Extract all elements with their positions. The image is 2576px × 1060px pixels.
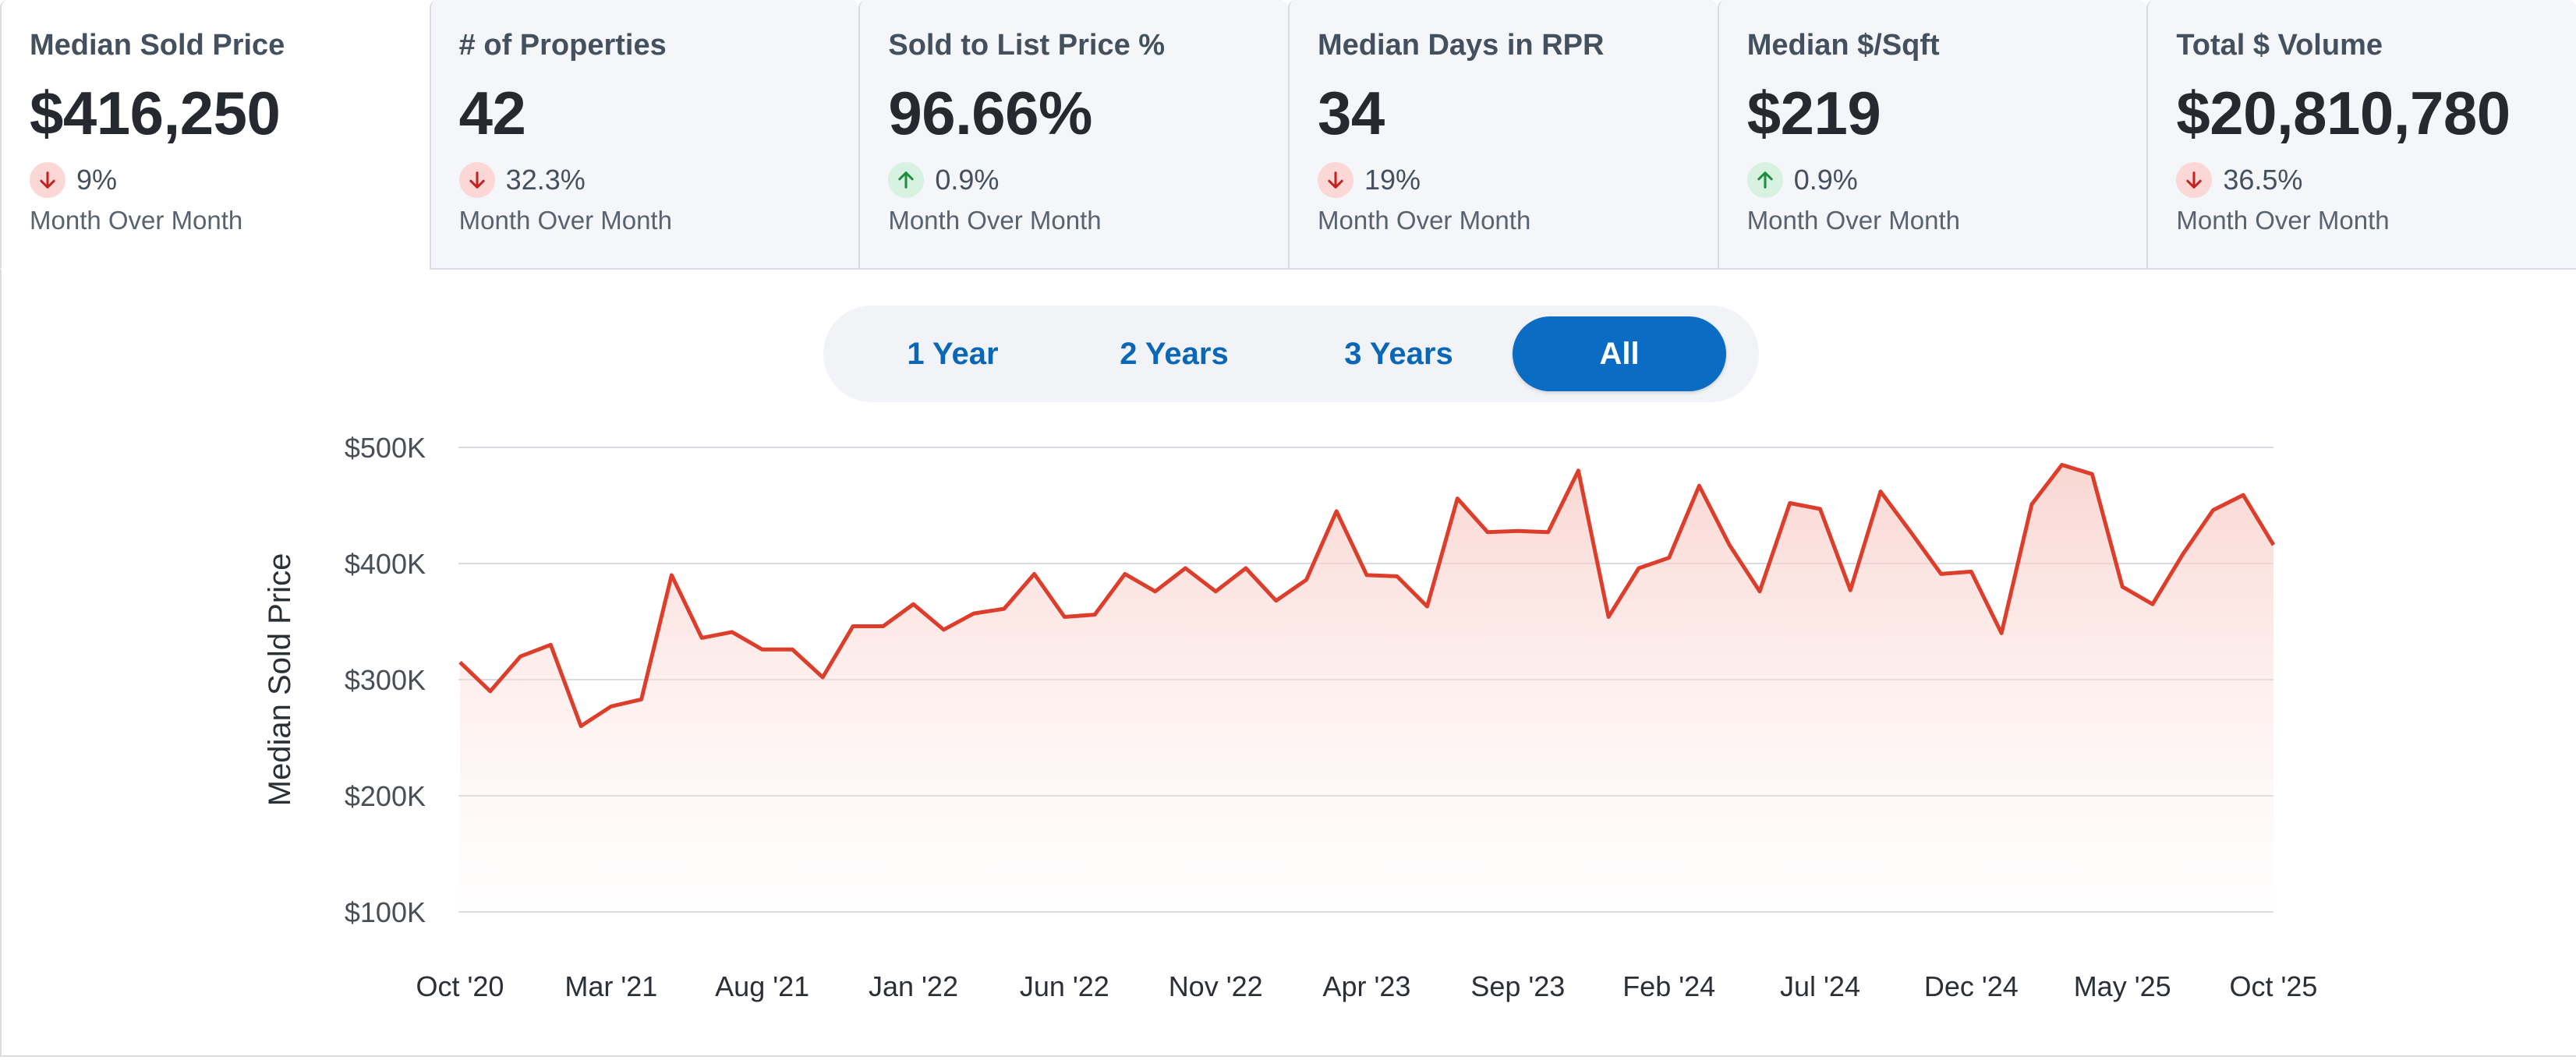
change-value: 19%	[1364, 164, 1421, 196]
card-title: Median Days in RPR	[1318, 29, 1605, 62]
arrow-down-icon	[2176, 162, 2213, 198]
x-tick-label: Feb '24	[1622, 970, 1715, 1002]
card-value: $20,810,780	[2176, 79, 2511, 147]
card-change: 0.9%	[888, 161, 1288, 200]
y-tick-label: $200K	[345, 780, 426, 812]
x-tick-label: Apr '23	[1323, 970, 1411, 1002]
x-tick-label: Oct '25	[2230, 970, 2318, 1002]
x-tick-label: May '25	[2074, 970, 2171, 1002]
arrow-down-icon	[30, 162, 65, 198]
y-tick-label: $400K	[345, 548, 426, 580]
range-button-all[interactable]: All	[1513, 316, 1726, 391]
card-period: Month Over Month	[888, 206, 1102, 235]
x-tick-label: Oct '20	[416, 970, 504, 1002]
x-tick-label: Aug '21	[715, 970, 809, 1002]
change-value: 32.3%	[505, 164, 586, 196]
y-tick-label: $500K	[345, 432, 426, 464]
x-tick-label: Mar '21	[564, 970, 657, 1002]
card-change: 9%	[30, 161, 430, 200]
card-value: 96.66%	[888, 79, 1092, 147]
card-title: Median $/Sqft	[1746, 29, 1940, 62]
metric-card[interactable]: # of Properties 42 32.3% Month Over Mont…	[429, 0, 859, 270]
x-tick-label: Jun '22	[1020, 970, 1109, 1002]
metric-card[interactable]: Total $ Volume $20,810,780 36.5% Month O…	[2146, 0, 2576, 270]
y-tick-label: $300K	[345, 664, 426, 696]
y-tick-label: $100K	[345, 896, 426, 928]
card-period: Month Over Month	[1318, 206, 1531, 235]
y-axis-label: Median Sold Price	[263, 553, 297, 807]
change-value: 9%	[76, 164, 118, 196]
time-range-toggle: 1 Year 2 Years 3 Years All	[823, 306, 1759, 402]
panel-border-bottom	[0, 1055, 2576, 1057]
card-period: Month Over Month	[458, 206, 672, 235]
card-value: 34	[1318, 79, 1385, 147]
metric-card[interactable]: Median $/Sqft $219 0.9% Month Over Month	[1717, 0, 2147, 270]
card-title: Sold to List Price %	[888, 29, 1166, 62]
series-area	[460, 465, 2273, 912]
metric-card[interactable]: Median Days in RPR 34 19% Month Over Mon…	[1288, 0, 1718, 270]
card-period: Month Over Month	[1746, 206, 1960, 235]
card-title: Total $ Volume	[2176, 29, 2383, 62]
card-change: 19%	[1318, 161, 1718, 200]
metric-cards: Median Sold Price $416,250 9% Month Over…	[0, 0, 2576, 270]
card-change: 0.9%	[1746, 161, 2147, 200]
median-sold-price-chart: $100K $200K $300K $400K $500K Oct '20 Mar '21…	[263, 432, 2318, 1002]
card-change: 36.5%	[2176, 161, 2576, 200]
change-value: 0.9%	[935, 164, 1000, 196]
card-period: Month Over Month	[2176, 206, 2390, 235]
card-value: 42	[458, 79, 526, 147]
metric-card[interactable]: Median Sold Price $416,250 9% Month Over…	[0, 0, 430, 270]
x-tick-label: Dec '24	[1924, 970, 2019, 1002]
change-value: 36.5%	[2223, 164, 2303, 196]
x-tick-label: Nov '22	[1169, 970, 1263, 1002]
range-button-2-years[interactable]: 2 Years	[1120, 336, 1229, 371]
card-title: # of Properties	[458, 29, 667, 62]
arrow-down-icon	[458, 162, 495, 198]
card-value: $219	[1746, 79, 1881, 147]
arrow-up-icon	[888, 162, 925, 198]
x-tick-label: Jul '24	[1780, 970, 1860, 1002]
change-value: 0.9%	[1793, 164, 1858, 196]
range-button-1-year[interactable]: 1 Year	[907, 336, 999, 371]
card-value: $416,250	[30, 79, 281, 147]
arrow-up-icon	[1746, 162, 1783, 198]
card-period: Month Over Month	[30, 206, 243, 235]
series-line	[458, 462, 2276, 729]
panel-border-left	[0, 270, 2, 1057]
card-title: Median Sold Price	[30, 29, 285, 62]
range-button-3-years[interactable]: 3 Years	[1344, 336, 1453, 371]
arrow-down-icon	[1318, 162, 1354, 198]
card-change: 32.3%	[458, 161, 859, 200]
x-tick-label: Jan '22	[869, 970, 958, 1002]
x-tick-label: Sep '23	[1470, 970, 1565, 1002]
metric-card[interactable]: Sold to List Price % 96.66% 0.9% Month O…	[858, 0, 1289, 270]
